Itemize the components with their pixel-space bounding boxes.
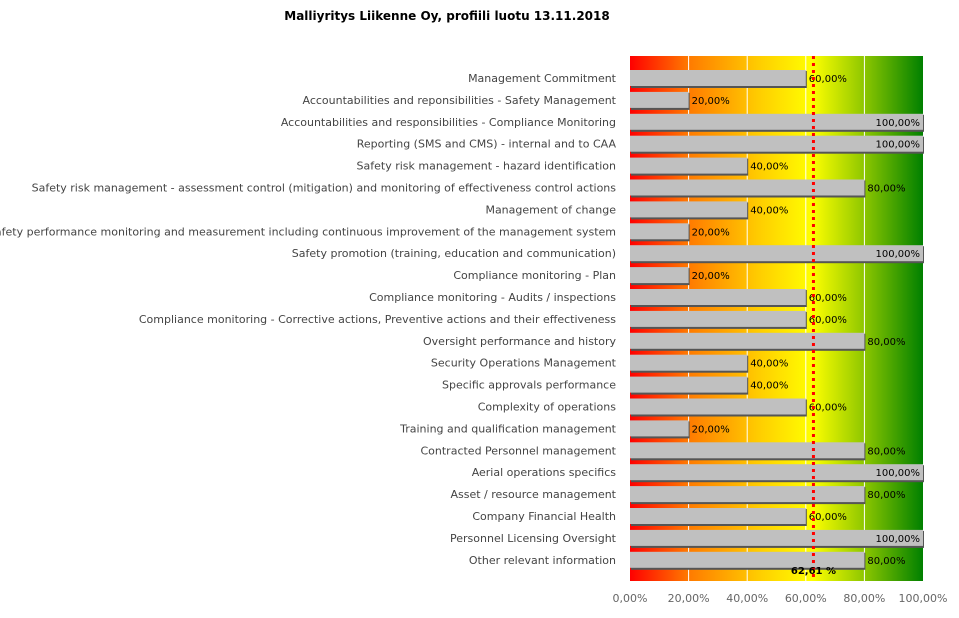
x-tick-label: 20,00% bbox=[668, 592, 710, 605]
x-tick-label: 80,00% bbox=[843, 592, 885, 605]
category-label: Contracted Personnel management bbox=[420, 444, 616, 457]
category-label: Security Operations Management bbox=[431, 357, 617, 370]
data-label: 100,00% bbox=[876, 534, 921, 545]
bar bbox=[630, 508, 806, 524]
bar bbox=[630, 289, 806, 305]
x-tick-label: 100,00% bbox=[899, 592, 948, 605]
category-label: Management Commitment bbox=[468, 72, 617, 85]
category-label: Compliance monitoring - Corrective actio… bbox=[139, 313, 616, 326]
average-label: 62,61 % bbox=[791, 566, 836, 577]
bar bbox=[630, 135, 923, 152]
data-label: 20,00% bbox=[692, 227, 730, 238]
bar bbox=[630, 551, 865, 568]
category-label: Aerial operations specifics bbox=[472, 466, 617, 479]
data-label: 80,00% bbox=[867, 490, 905, 501]
bar bbox=[630, 420, 689, 437]
bar bbox=[630, 464, 923, 481]
bar bbox=[630, 332, 865, 349]
data-label: 20,00% bbox=[692, 96, 730, 107]
category-label: Compliance monitoring - Audits / inspect… bbox=[369, 291, 616, 304]
chart-title: Malliyritys Liikenne Oy, profiili luotu … bbox=[284, 9, 609, 23]
data-label: 20,00% bbox=[692, 424, 730, 435]
bar bbox=[630, 223, 689, 240]
bar bbox=[630, 486, 865, 503]
bar bbox=[630, 113, 923, 130]
bar bbox=[630, 267, 689, 284]
bar bbox=[630, 398, 806, 415]
data-label: 100,00% bbox=[876, 140, 921, 151]
data-label: 60,00% bbox=[809, 403, 847, 414]
data-label: 20,00% bbox=[692, 271, 730, 282]
data-label: 60,00% bbox=[809, 512, 847, 523]
bar bbox=[630, 354, 748, 371]
category-label: Asset / resource management bbox=[450, 488, 616, 501]
category-label: Safety promotion (training, education an… bbox=[292, 247, 616, 260]
category-label: Reporting (SMS and CMS) - internal and t… bbox=[357, 138, 617, 151]
category-label: Complexity of operations bbox=[478, 401, 617, 414]
category-label: Company Financial Health bbox=[472, 510, 616, 523]
data-label: 80,00% bbox=[867, 446, 905, 457]
category-label: Compliance monitoring - Plan bbox=[453, 269, 616, 282]
category-label: Personnel Licensing Oversight bbox=[450, 532, 617, 545]
bar bbox=[630, 179, 865, 196]
data-label: 60,00% bbox=[809, 315, 847, 326]
data-label: 40,00% bbox=[750, 205, 788, 216]
data-label: 60,00% bbox=[809, 293, 847, 304]
x-tick-label: 60,00% bbox=[785, 592, 827, 605]
data-label: 60,00% bbox=[809, 74, 847, 85]
category-label: Accountabilities and responsibilities - … bbox=[281, 116, 616, 129]
bar bbox=[630, 157, 748, 174]
bar bbox=[630, 442, 865, 459]
bar bbox=[630, 376, 748, 393]
bar bbox=[630, 310, 806, 327]
data-label: 80,00% bbox=[867, 184, 905, 195]
data-label: 40,00% bbox=[750, 359, 788, 370]
x-tick-label: 0,00% bbox=[613, 592, 648, 605]
data-label: 100,00% bbox=[876, 468, 921, 479]
data-label: 80,00% bbox=[867, 337, 905, 348]
data-label: 80,00% bbox=[867, 556, 905, 567]
category-label: Management of change bbox=[485, 203, 616, 216]
bar bbox=[630, 529, 923, 546]
category-label: Accountabilities and reponsibilities - S… bbox=[302, 94, 616, 107]
bar bbox=[630, 91, 689, 108]
category-label: Safety risk management - assessment cont… bbox=[32, 182, 617, 195]
data-label: 40,00% bbox=[750, 162, 788, 173]
category-label: Specific approvals performance bbox=[442, 379, 616, 392]
data-label: 100,00% bbox=[876, 118, 921, 129]
x-tick-label: 40,00% bbox=[726, 592, 768, 605]
category-label: Training and qualification management bbox=[399, 422, 617, 435]
data-label: 100,00% bbox=[876, 249, 921, 260]
bar bbox=[630, 245, 923, 262]
data-label: 40,00% bbox=[750, 381, 788, 392]
bar bbox=[630, 70, 806, 86]
category-label: Other relevant information bbox=[469, 554, 616, 567]
category-label: Safety risk management - hazard identifi… bbox=[357, 160, 617, 173]
bar bbox=[630, 201, 748, 218]
category-label: Safety performance monitoring and measur… bbox=[0, 225, 616, 238]
category-label: Oversight performance and history bbox=[423, 335, 616, 348]
